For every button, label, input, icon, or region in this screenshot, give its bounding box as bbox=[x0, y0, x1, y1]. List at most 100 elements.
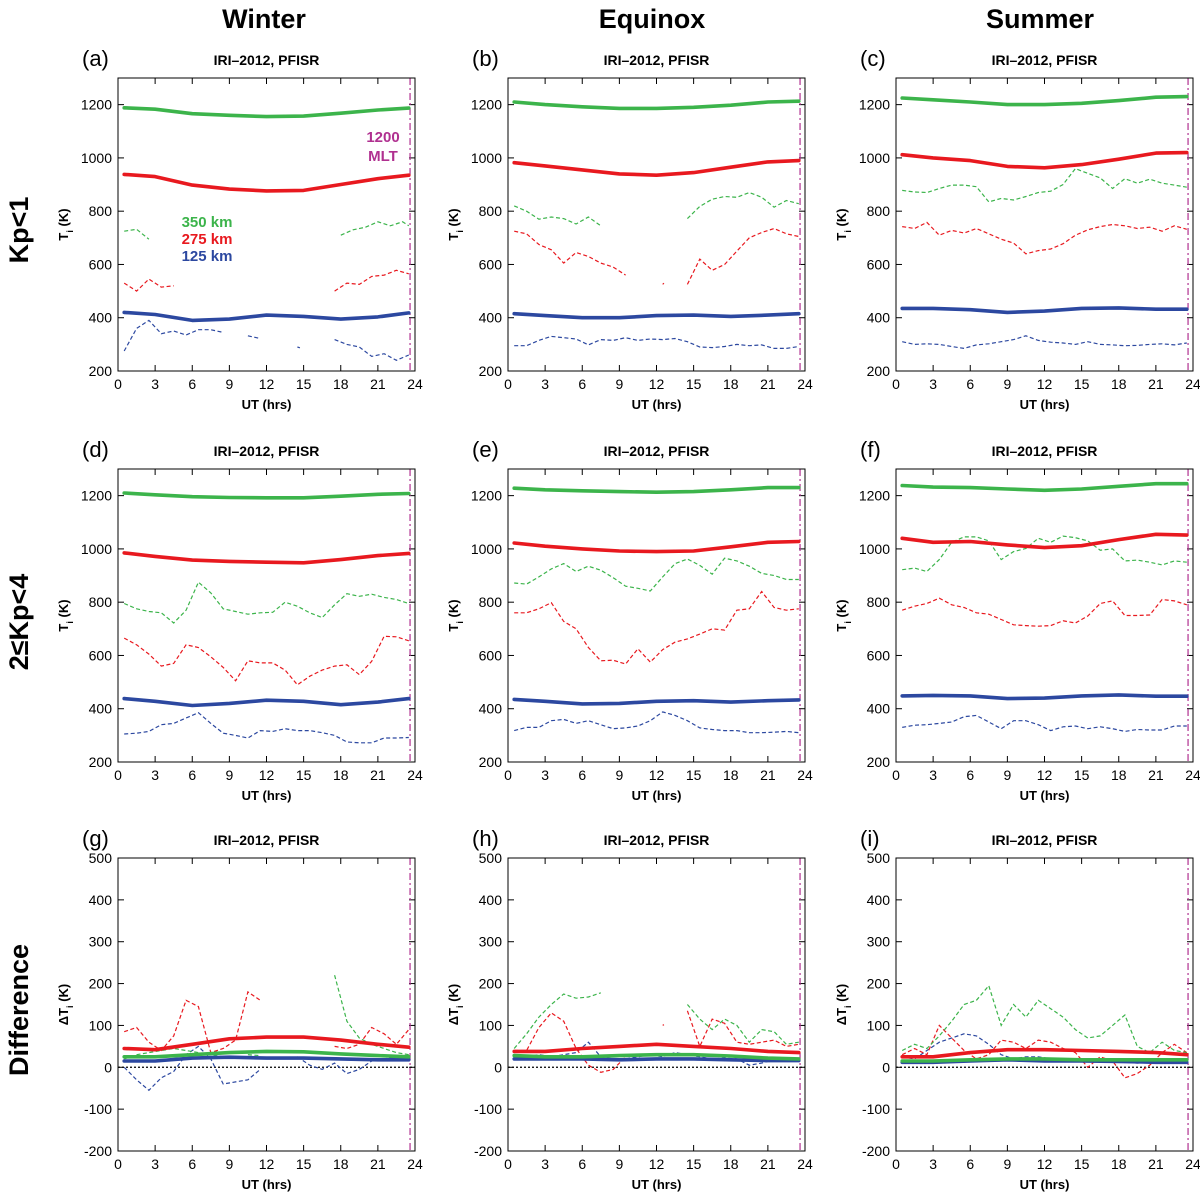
iri-line-350km bbox=[900, 1057, 1189, 1063]
row-header-difference: Difference bbox=[4, 944, 34, 1076]
y-axis-label: ΔTi (K) bbox=[834, 984, 853, 1025]
x-tick-label: 9 bbox=[615, 767, 623, 783]
x-axis-label: UT (hrs) bbox=[632, 397, 682, 412]
panel-e: (e) IRI–2012, PFISR 0 3 6 9 12 15 18 21 24 200 400 60… bbox=[446, 437, 813, 803]
x-tick-label: 18 bbox=[333, 376, 349, 392]
x-tick-label: 12 bbox=[1037, 767, 1053, 783]
pfisr-line-275km bbox=[662, 1024, 665, 1026]
plot-frame bbox=[117, 77, 416, 372]
pfisr-line-275km bbox=[902, 597, 1187, 627]
panel-c: (c) IRI–2012, PFISR 0 3 6 9 12 15 18 21 24 200 400 60… bbox=[834, 46, 1200, 412]
pfisr-line-350km bbox=[686, 191, 799, 220]
x-tick-label: 6 bbox=[578, 767, 586, 783]
x-tick-label: 12 bbox=[649, 376, 665, 392]
x-tick-label: 12 bbox=[259, 376, 275, 392]
x-tick-label: 12 bbox=[649, 767, 665, 783]
x-tick-label: 3 bbox=[929, 767, 937, 783]
x-axis-label: UT (hrs) bbox=[1020, 788, 1070, 803]
plot-frame bbox=[117, 468, 416, 763]
y-tick-label: 800 bbox=[479, 203, 503, 219]
y-axis-label: Ti (K) bbox=[446, 208, 465, 240]
iri-line-350km bbox=[512, 99, 801, 111]
x-tick-label: 0 bbox=[892, 767, 900, 783]
pfisr-line-350km bbox=[340, 221, 410, 236]
y-tick-label: 0 bbox=[494, 1059, 502, 1075]
x-tick-label: 24 bbox=[797, 376, 813, 392]
y-tick-label: -100 bbox=[474, 1101, 502, 1117]
iri-line-350km bbox=[900, 481, 1189, 493]
x-tick-label: 0 bbox=[114, 376, 122, 392]
x-tick-label: 15 bbox=[686, 1156, 702, 1172]
iri-line-350km bbox=[512, 485, 801, 495]
panel-letter: (f) bbox=[860, 437, 881, 462]
x-tick-label: 3 bbox=[151, 376, 159, 392]
pfisr-line-275km bbox=[123, 278, 174, 292]
iri-line-350km bbox=[122, 491, 411, 500]
panel-i: (i) IRI–2012, PFISR 0 3 6 9 12 15 18 21 24 -200 -100… bbox=[834, 826, 1200, 1192]
pfisr-line-125km bbox=[124, 712, 409, 744]
pfisr-line-350km bbox=[513, 992, 601, 1049]
x-tick-label: 9 bbox=[615, 376, 623, 392]
y-tick-label: 200 bbox=[479, 976, 503, 992]
panel-f: (f) IRI–2012, PFISR 0 3 6 9 12 15 18 21 24 200 400 60… bbox=[834, 437, 1200, 803]
panel-title: IRI–2012, PFISR bbox=[214, 832, 320, 848]
x-tick-label: 21 bbox=[370, 1156, 386, 1172]
x-tick-label: 12 bbox=[649, 1156, 665, 1172]
iri-line-350km bbox=[122, 106, 411, 119]
x-tick-label: 24 bbox=[407, 767, 423, 783]
iri-line-275km bbox=[900, 1047, 1189, 1059]
pfisr-line-350km bbox=[124, 228, 150, 240]
y-tick-label: 800 bbox=[479, 594, 503, 610]
y-tick-label: 1200 bbox=[471, 488, 502, 504]
plot-frame bbox=[895, 468, 1194, 763]
x-tick-label: 12 bbox=[1037, 1156, 1053, 1172]
panel-letter: (a) bbox=[82, 46, 109, 71]
x-tick-label: 18 bbox=[1111, 376, 1127, 392]
panel-letter: (b) bbox=[472, 46, 499, 71]
y-tick-label: 400 bbox=[479, 892, 503, 908]
y-tick-label: -200 bbox=[84, 1143, 112, 1159]
x-tick-label: 6 bbox=[966, 767, 974, 783]
y-tick-label: 800 bbox=[867, 203, 891, 219]
pfisr-line-275km bbox=[686, 227, 799, 285]
x-tick-label: 6 bbox=[188, 1156, 196, 1172]
y-tick-label: 400 bbox=[867, 701, 891, 717]
y-tick-label: 400 bbox=[479, 310, 503, 326]
iri-line-275km bbox=[900, 150, 1189, 170]
y-tick-label: 1200 bbox=[471, 97, 502, 113]
y-tick-label: 1200 bbox=[81, 488, 112, 504]
x-tick-label: 3 bbox=[929, 376, 937, 392]
y-tick-label: 600 bbox=[479, 647, 503, 663]
y-axis-label: ΔTi (K) bbox=[56, 984, 75, 1025]
iri-line-125km bbox=[512, 1057, 801, 1063]
y-tick-label: 100 bbox=[479, 1017, 503, 1033]
pfisr-line-275km bbox=[124, 990, 261, 1054]
pfisr-line-275km bbox=[123, 635, 409, 686]
y-tick-label: 1200 bbox=[859, 488, 890, 504]
x-tick-label: 24 bbox=[1185, 767, 1200, 783]
legend-label-350: 350 km bbox=[182, 214, 233, 231]
x-tick-label: 12 bbox=[259, 1156, 275, 1172]
panel-title: IRI–2012, PFISR bbox=[214, 443, 320, 459]
x-axis-label: UT (hrs) bbox=[632, 1177, 682, 1192]
y-tick-label: 200 bbox=[89, 754, 113, 770]
x-tick-label: 0 bbox=[504, 1156, 512, 1172]
pfisr-line-275km bbox=[514, 1012, 627, 1073]
pfisr-line-125km bbox=[902, 335, 1187, 350]
y-tick-label: 200 bbox=[89, 976, 113, 992]
x-tick-label: 3 bbox=[151, 1156, 159, 1172]
pfisr-line-350km bbox=[123, 581, 409, 624]
x-tick-label: 18 bbox=[333, 767, 349, 783]
iri-line-350km bbox=[900, 94, 1189, 107]
iri-line-125km bbox=[512, 311, 801, 320]
pfisr-line-350km bbox=[514, 557, 799, 592]
panel-letter: (g) bbox=[82, 826, 109, 851]
x-tick-label: 3 bbox=[541, 767, 549, 783]
pfisr-line-350km bbox=[247, 1054, 261, 1057]
x-tick-label: 15 bbox=[1074, 376, 1090, 392]
pfisr-line-275km bbox=[334, 1026, 410, 1050]
y-tick-label: 1000 bbox=[471, 541, 502, 557]
x-tick-label: 18 bbox=[723, 1156, 739, 1172]
